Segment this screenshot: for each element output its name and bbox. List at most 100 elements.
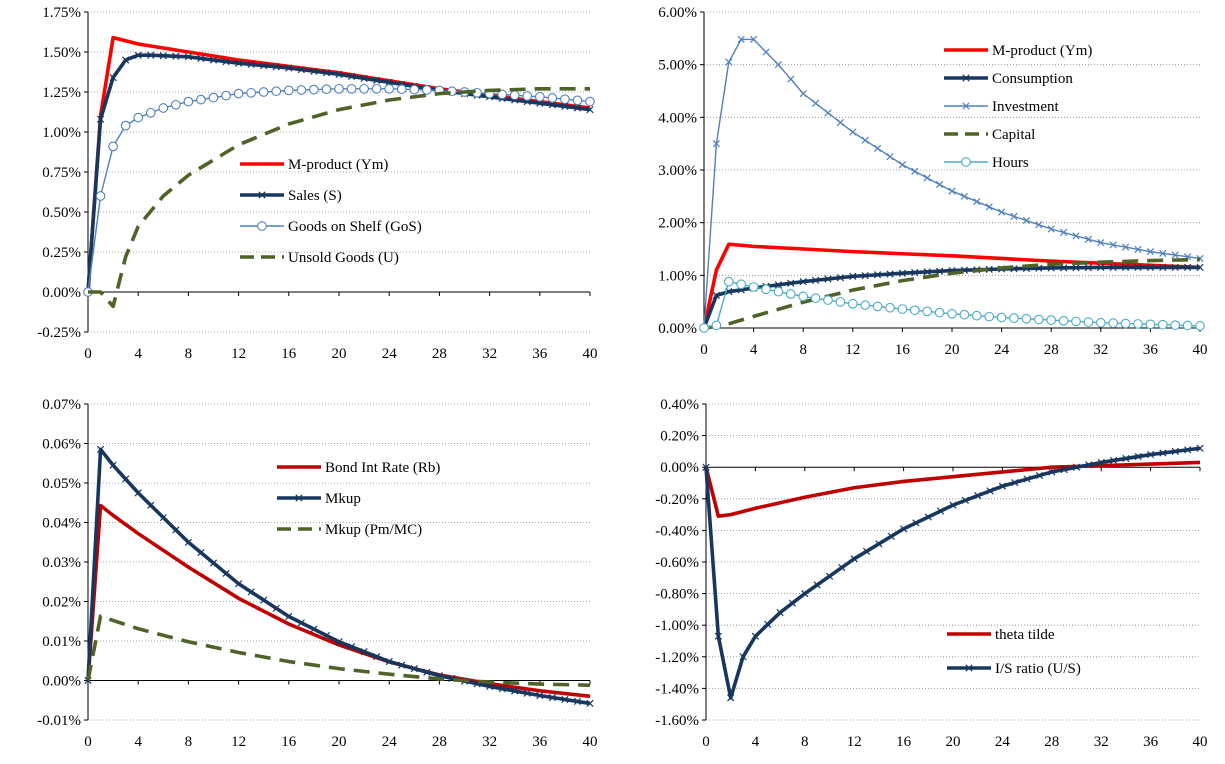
y-tick-label: 0.04% xyxy=(42,516,81,532)
data-point xyxy=(497,89,508,100)
data-point xyxy=(547,93,558,103)
data-point xyxy=(222,57,230,66)
data-point xyxy=(1083,317,1094,327)
y-tick-label: -0.80% xyxy=(655,587,699,603)
data-point xyxy=(398,661,406,669)
data-point xyxy=(823,295,833,305)
data-point xyxy=(586,105,594,114)
y-tick-label: -1.40% xyxy=(655,681,699,697)
data-point xyxy=(108,141,118,152)
data-point xyxy=(934,307,945,318)
data-point xyxy=(1085,461,1093,469)
x-tick-label: 28 xyxy=(432,346,447,362)
data-point xyxy=(712,291,721,299)
data-point xyxy=(134,489,142,497)
x-tick-label: 16 xyxy=(281,734,297,750)
data-point xyxy=(997,208,1006,216)
y-tick-label: 0.00% xyxy=(42,674,81,690)
data-point xyxy=(885,302,895,313)
data-point xyxy=(949,501,957,509)
series-line xyxy=(703,257,1201,330)
x-tick-label: 24 xyxy=(995,734,1011,750)
data-point xyxy=(725,58,733,66)
y-tick-label: 5.00% xyxy=(658,58,697,74)
data-point xyxy=(283,85,294,96)
data-point xyxy=(197,54,205,63)
data-point xyxy=(346,83,357,94)
data-point xyxy=(711,320,722,331)
data-point xyxy=(585,96,595,107)
data-point xyxy=(573,697,582,706)
x-tick-label: 8 xyxy=(185,346,193,362)
data-point xyxy=(909,305,920,316)
legend-label: Mkup xyxy=(325,491,361,507)
x-tick-label: 4 xyxy=(134,734,142,750)
data-point xyxy=(899,525,908,533)
data-point xyxy=(359,83,369,94)
y-tick-label: 0.01% xyxy=(42,634,81,650)
data-point xyxy=(702,463,710,471)
legend-marker xyxy=(965,664,973,672)
x-tick-label: 4 xyxy=(752,734,760,750)
x-tick-label: 16 xyxy=(896,734,912,750)
data-point xyxy=(509,90,520,101)
data-point xyxy=(887,532,895,540)
data-point xyxy=(1023,475,1031,483)
x-tick-label: 0 xyxy=(84,734,92,750)
data-point xyxy=(774,61,783,69)
x-tick-label: 8 xyxy=(185,734,193,750)
data-point xyxy=(947,308,957,319)
data-point xyxy=(498,685,506,693)
data-point xyxy=(197,548,205,557)
data-point xyxy=(836,274,845,282)
data-point xyxy=(1171,251,1179,259)
series-1 xyxy=(704,460,1201,518)
data-point xyxy=(310,67,318,75)
data-point xyxy=(335,638,343,646)
data-point xyxy=(158,103,169,113)
data-point xyxy=(208,92,219,103)
data-point xyxy=(1072,232,1080,240)
data-point xyxy=(1159,449,1167,457)
data-point xyxy=(183,96,194,107)
data-point xyxy=(897,304,908,314)
data-point xyxy=(573,104,582,112)
data-point xyxy=(184,53,193,61)
y-tick-label: 3.00% xyxy=(658,163,697,179)
data-point xyxy=(862,547,871,555)
data-point xyxy=(776,608,784,617)
x-tick-label: 40 xyxy=(583,346,598,362)
data-point xyxy=(986,487,994,495)
y-tick-label: 4.00% xyxy=(658,110,697,126)
x-tick-label: 8 xyxy=(801,734,809,750)
data-point xyxy=(134,51,142,59)
data-point xyxy=(122,56,130,64)
series-line xyxy=(704,460,1201,518)
data-point xyxy=(548,101,556,109)
data-point xyxy=(699,323,709,333)
x-tick-label: 32 xyxy=(1094,734,1109,750)
data-point xyxy=(873,271,882,279)
data-point xyxy=(811,276,820,284)
data-point xyxy=(247,60,255,69)
data-point xyxy=(1195,321,1205,331)
data-point xyxy=(923,268,931,276)
data-point xyxy=(410,665,418,673)
data-point xyxy=(911,167,919,175)
legend: Bond Int Rate (Rb) Mkup Mkup (Pm/MC) xyxy=(277,460,440,538)
data-point xyxy=(321,84,332,95)
data-point xyxy=(849,128,857,136)
data-point xyxy=(1058,315,1069,326)
data-point xyxy=(824,109,832,117)
data-point xyxy=(923,174,931,182)
data-point xyxy=(836,118,845,127)
data-point xyxy=(1157,319,1168,330)
data-point xyxy=(511,687,519,695)
data-point xyxy=(145,107,156,118)
data-point xyxy=(1095,317,1106,328)
series-3 xyxy=(700,35,1204,332)
x-tick-label: 12 xyxy=(231,734,246,750)
x-tick-label: 36 xyxy=(532,734,548,750)
data-point xyxy=(1109,263,1117,272)
